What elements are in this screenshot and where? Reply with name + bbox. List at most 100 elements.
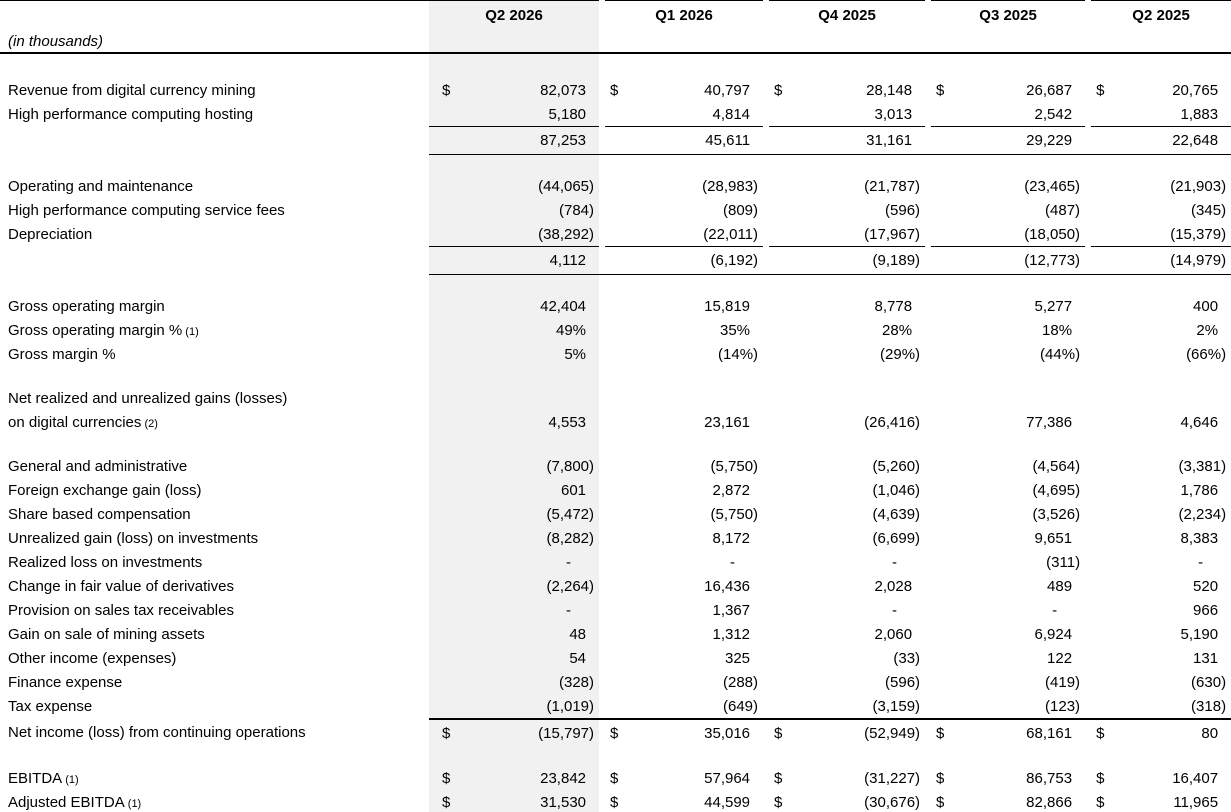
row-label: Tax expense bbox=[8, 698, 93, 715]
value-cell: (2,234) bbox=[1178, 506, 1227, 523]
currency-symbol-cell bbox=[605, 367, 635, 387]
currency-symbol-cell bbox=[605, 411, 635, 435]
value-cell: - bbox=[1052, 602, 1058, 619]
currency-symbol-cell bbox=[769, 455, 799, 479]
value-cell: 80 bbox=[1119, 717, 1231, 747]
currency-symbol-cell bbox=[931, 387, 961, 411]
column-gap bbox=[1085, 717, 1092, 747]
row-label: High performance computing service fees bbox=[8, 202, 285, 219]
spacer-row bbox=[0, 434, 1231, 455]
currency-symbol-cell bbox=[769, 367, 799, 387]
currency-symbol-cell bbox=[931, 647, 961, 671]
value-cell bbox=[635, 747, 763, 767]
currency-symbol-cell bbox=[605, 455, 635, 479]
value-cell: 45,611 bbox=[635, 126, 764, 155]
value-cell bbox=[799, 275, 925, 295]
value-cell: (1,019) bbox=[463, 694, 600, 719]
currency-symbol-cell bbox=[769, 647, 799, 671]
currency-symbol-cell: $ bbox=[429, 766, 463, 791]
value-cell bbox=[635, 387, 763, 411]
currency-symbol-cell bbox=[429, 318, 463, 343]
column-header-q1-2026: Q1 2026 bbox=[605, 0, 764, 31]
currency-symbol-cell bbox=[429, 526, 463, 551]
value-cell: (14,979) bbox=[1119, 246, 1231, 275]
value-cell: 966 bbox=[1193, 602, 1219, 619]
value-cell bbox=[1119, 275, 1231, 295]
currency-symbol-cell bbox=[769, 623, 799, 647]
currency-symbol-cell bbox=[931, 275, 961, 295]
value-cell: (52,949) bbox=[799, 717, 926, 747]
table-row: Other income (expenses) 54 325 (33) 122 131 bbox=[0, 646, 1231, 671]
value-cell: (12,773) bbox=[961, 246, 1086, 275]
currency-symbol-cell bbox=[1091, 551, 1119, 575]
value-cell: 16,436 bbox=[704, 578, 751, 595]
row-label: Gross operating margin bbox=[8, 298, 165, 315]
currency-symbol-cell bbox=[429, 246, 463, 275]
currency-symbol-cell bbox=[605, 275, 635, 295]
value-cell: (3,526) bbox=[1032, 506, 1081, 523]
value-cell bbox=[961, 387, 1085, 411]
value-cell: 8,383 bbox=[1180, 530, 1219, 547]
row-label: Net realized and unrealized gains (losse… bbox=[8, 390, 288, 407]
table-row: General and administrative (7,800) (5,750)… bbox=[0, 454, 1231, 479]
table-row: 4,112 (6,192) (9,189) (12,773) (14,979) bbox=[0, 246, 1231, 275]
value-cell: (123) bbox=[1045, 697, 1081, 715]
value-cell: 325 bbox=[725, 650, 751, 667]
currency-symbol-cell bbox=[605, 319, 635, 343]
row-label: General and administrative bbox=[8, 458, 188, 475]
value-cell: 68,161 bbox=[961, 717, 1086, 747]
currency-symbol-cell: $ bbox=[936, 82, 945, 99]
row-label: Net income (loss) from continuing operat… bbox=[8, 724, 306, 741]
row-label: Operating and maintenance bbox=[8, 178, 194, 195]
currency-symbol-cell bbox=[769, 175, 799, 199]
row-label: Provision on sales tax receivables bbox=[8, 602, 234, 619]
currency-symbol-cell bbox=[605, 387, 635, 411]
value-cell: 4,112 bbox=[463, 246, 600, 275]
currency-symbol-cell bbox=[931, 53, 961, 79]
row-label bbox=[0, 127, 429, 155]
spacer-row bbox=[0, 746, 1231, 767]
column-gap bbox=[599, 30, 606, 54]
currency-symbol-cell bbox=[769, 246, 800, 275]
column-gap bbox=[1085, 126, 1092, 155]
currency-symbol-cell bbox=[605, 503, 635, 527]
value-cell: (66%) bbox=[1186, 346, 1227, 363]
value-cell: (5,750) bbox=[710, 506, 759, 523]
value-cell bbox=[635, 275, 763, 295]
value-cell: 131 bbox=[1193, 650, 1219, 667]
currency-symbol-cell: $ bbox=[429, 717, 463, 747]
value-cell: (630) bbox=[1191, 674, 1227, 691]
row-label: Unrealized gain (loss) on investments bbox=[8, 530, 259, 547]
value-cell bbox=[463, 746, 600, 767]
header-row: Q2 2026 Q1 2026 Q4 2025 Q3 2025 Q2 2025 bbox=[0, 0, 1231, 31]
table-row: Gross margin % 5% (14%) (29%) (44%) (66%) bbox=[0, 342, 1231, 367]
table-row: Net realized and unrealized gains (losse… bbox=[0, 386, 1231, 411]
row-label bbox=[0, 275, 429, 295]
value-cell: (328) bbox=[463, 670, 600, 695]
currency-symbol-cell bbox=[931, 747, 961, 767]
value-cell: 11,965 bbox=[1173, 794, 1219, 811]
value-cell: 4,814 bbox=[712, 105, 751, 123]
row-label: Depreciation bbox=[8, 226, 93, 243]
table-row: Finance expense (328) (288) (596) (419) (630) bbox=[0, 670, 1231, 695]
value-cell: (419) bbox=[1045, 674, 1081, 691]
value-cell: 1,786 bbox=[1180, 482, 1219, 499]
currency-symbol-cell bbox=[429, 274, 463, 295]
value-cell: 35,016 bbox=[635, 717, 764, 747]
currency-symbol-cell: $ bbox=[936, 794, 945, 811]
value-cell bbox=[635, 435, 763, 455]
value-cell bbox=[1119, 53, 1231, 79]
value-cell: - bbox=[730, 554, 736, 571]
value-cell bbox=[463, 434, 600, 455]
currency-symbol-cell: $ bbox=[1091, 717, 1120, 747]
currency-symbol-cell bbox=[605, 155, 635, 175]
row-label: Gross operating margin % (1) bbox=[8, 322, 199, 339]
currency-symbol-cell bbox=[605, 599, 635, 623]
value-cell bbox=[1119, 435, 1231, 455]
value-cell: (4,564) bbox=[1032, 458, 1081, 475]
currency-symbol-cell bbox=[429, 342, 463, 367]
value-cell bbox=[1119, 367, 1231, 387]
table-row: Revenue from digital currency mining $82,… bbox=[0, 78, 1231, 103]
value-cell bbox=[799, 53, 925, 79]
currency-symbol-cell: $ bbox=[936, 770, 945, 787]
